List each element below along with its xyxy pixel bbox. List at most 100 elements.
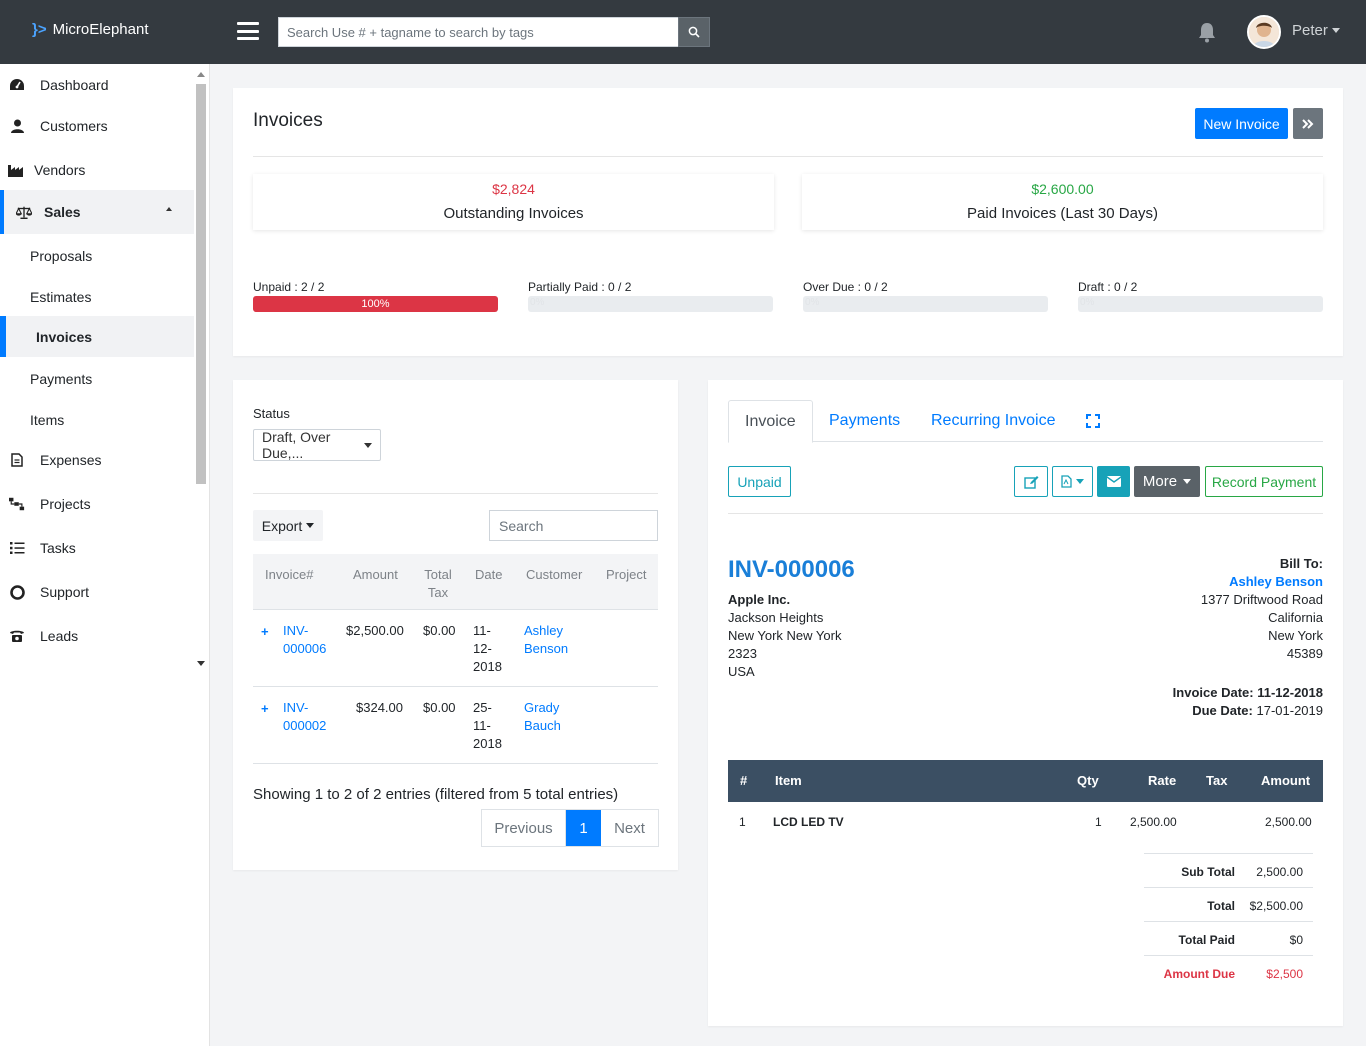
sidebar-item-projects[interactable]: Projects — [0, 483, 194, 525]
sidebar-item-label: Estimates — [30, 288, 92, 305]
sidebar-item-vendors[interactable]: Vendors — [0, 149, 194, 191]
invoice-number-link[interactable]: INV- 000006 — [283, 623, 327, 656]
fullscreen-button[interactable] — [1086, 400, 1100, 442]
status-filter-select[interactable]: Draft, Over Due,... — [253, 429, 381, 461]
user-menu[interactable]: Peter — [1292, 22, 1340, 39]
sitemap-icon — [9, 496, 25, 512]
sidebar-item-items[interactable]: Items — [0, 399, 194, 440]
sidebar-item-sales[interactable]: Sales — [0, 190, 194, 234]
email-invoice-button[interactable] — [1097, 466, 1130, 497]
paid-amount: $2,600.00 — [1031, 181, 1094, 197]
unpaid-progress-bar: 100% — [253, 296, 498, 312]
invoice-search-input[interactable] — [489, 510, 658, 541]
total-label: Amount Due — [1163, 967, 1235, 981]
chevron-down-icon — [1183, 479, 1192, 484]
customer-link[interactable]: Grady Bauch — [524, 700, 561, 733]
more-label: More — [1142, 473, 1178, 490]
double-chevron-right-icon — [1302, 118, 1314, 129]
column-header-qty: Qty — [1077, 773, 1099, 788]
address-line: 45389 — [1286, 646, 1323, 661]
table-row[interactable]: + INV- 000002 $324.00 $0.00 25- 11- 2018… — [253, 687, 658, 764]
total-label: Total Paid — [1178, 933, 1235, 947]
sidebar-item-label: Dashboard — [40, 77, 109, 93]
outstanding-invoices-box: $2,824 Outstanding Invoices — [253, 174, 774, 230]
edit-invoice-button[interactable] — [1014, 466, 1048, 497]
search-button[interactable] — [678, 17, 710, 47]
brand[interactable]: }> MicroElephant — [32, 21, 149, 38]
sidebar-scrollbar[interactable] — [194, 72, 206, 670]
item-qty: 1 — [1095, 815, 1102, 829]
sidebar-item-tasks[interactable]: Tasks — [0, 527, 194, 569]
invoices-summary-card: Invoices New Invoice $2,824 Outstanding … — [233, 88, 1343, 356]
column-header-invoice[interactable]: Invoice# — [265, 567, 314, 582]
tab-payments[interactable]: Payments — [829, 412, 901, 429]
page-title: Invoices — [253, 110, 323, 131]
item-row: 1 LCD LED TV 1 2,500.00 2,500.00 — [728, 803, 1323, 845]
tab-invoice[interactable]: Invoice — [728, 400, 813, 443]
total-value: $0 — [1289, 933, 1303, 947]
invoice-date: 25- 11- 2018 — [473, 700, 502, 751]
sidebar-item-label: Invoices — [36, 328, 93, 345]
status-filter-value: Draft, Over Due,... — [262, 429, 331, 461]
invoice-number-link[interactable]: INV- 000002 — [283, 700, 327, 733]
sidebar: Dashboard Customers Vendors Sales Propos… — [0, 64, 210, 1046]
items-table-header: # Item Qty Rate Tax Amount — [728, 760, 1323, 802]
detail-tabs: Invoice Payments Recurring Invoice — [728, 400, 1323, 443]
column-header-total-tax[interactable]: Total Tax — [424, 567, 452, 600]
sidebar-item-expenses[interactable]: Expenses — [0, 439, 194, 481]
total-value: $2,500 — [1266, 967, 1303, 981]
sidebar-item-payments[interactable]: Payments — [0, 358, 194, 399]
avatar[interactable] — [1247, 15, 1281, 49]
draft-progress-bar: 0% — [1078, 296, 1323, 312]
sidebar-item-invoices[interactable]: Invoices — [0, 316, 194, 357]
sidebar-item-proposals[interactable]: Proposals — [0, 235, 194, 276]
unpaid-progress-label: Unpaid : 2 / 2 — [253, 280, 325, 294]
expand-row-icon[interactable]: + — [261, 624, 269, 639]
column-header-customer[interactable]: Customer — [526, 567, 583, 582]
sidebar-item-label: Support — [40, 584, 90, 600]
menu-toggle-icon[interactable] — [237, 22, 259, 40]
brand-logo-icon: }> — [32, 21, 47, 38]
toggle-panel-button[interactable] — [1293, 108, 1323, 139]
new-invoice-button[interactable]: New Invoice — [1195, 108, 1288, 139]
global-search — [278, 17, 710, 47]
sidebar-item-estimates[interactable]: Estimates — [0, 276, 194, 317]
export-button[interactable]: Export — [253, 510, 323, 541]
pagination: Previous 1 Next — [481, 809, 659, 847]
expand-row-icon[interactable]: + — [261, 701, 269, 716]
total-paid-row: Total Paid $0 — [1144, 921, 1313, 955]
previous-page-button[interactable]: Previous — [482, 810, 566, 846]
column-header-item: Item — [775, 773, 802, 788]
invoice-table-header: Invoice# Amount Total Tax Date Customer … — [253, 554, 658, 610]
customer-link[interactable]: Ashley Benson — [524, 623, 569, 656]
sidebar-item-leads[interactable]: Leads — [0, 615, 194, 657]
column-header-amount[interactable]: Amount — [353, 567, 398, 582]
sidebar-item-label: Tasks — [40, 540, 76, 556]
sidebar-item-label: Vendors — [34, 162, 86, 178]
paid-invoices-box: $2,600.00 Paid Invoices (Last 30 Days) — [802, 174, 1323, 230]
invoice-amount: $324.00 — [356, 700, 403, 715]
more-dropdown-button[interactable]: More — [1134, 466, 1200, 497]
global-search-input[interactable] — [278, 17, 678, 47]
bill-to-customer-link[interactable]: Ashley Benson — [1229, 574, 1323, 589]
next-page-button[interactable]: Next — [614, 819, 645, 837]
industry-icon — [8, 162, 24, 178]
tab-recurring-invoice[interactable]: Recurring Invoice — [931, 412, 1056, 429]
column-header-project[interactable]: Project — [606, 567, 647, 582]
sidebar-item-dashboard[interactable]: Dashboard — [0, 64, 194, 106]
notification-bell-icon[interactable] — [1197, 21, 1217, 43]
pdf-dropdown-button[interactable] — [1052, 466, 1093, 497]
table-row[interactable]: + INV- 000006 $2,500.00 $0.00 11- 12- 20… — [253, 610, 658, 687]
bill-to-label: Bill To: — [1279, 556, 1323, 571]
sidebar-item-support[interactable]: Support — [0, 571, 194, 613]
page-1-button[interactable]: 1 — [566, 810, 601, 846]
record-payment-button[interactable]: Record Payment — [1205, 466, 1323, 497]
sidebar-item-customers[interactable]: Customers — [0, 105, 194, 147]
unpaid-status-button[interactable]: Unpaid — [728, 466, 791, 497]
chevron-down-icon — [364, 442, 372, 448]
column-header-date[interactable]: Date — [475, 567, 503, 582]
address-line: New York New York — [728, 628, 842, 643]
divider — [728, 513, 1323, 514]
sidebar-item-label: Items — [30, 411, 65, 428]
top-bar: }> MicroElephant Peter — [0, 0, 1366, 64]
